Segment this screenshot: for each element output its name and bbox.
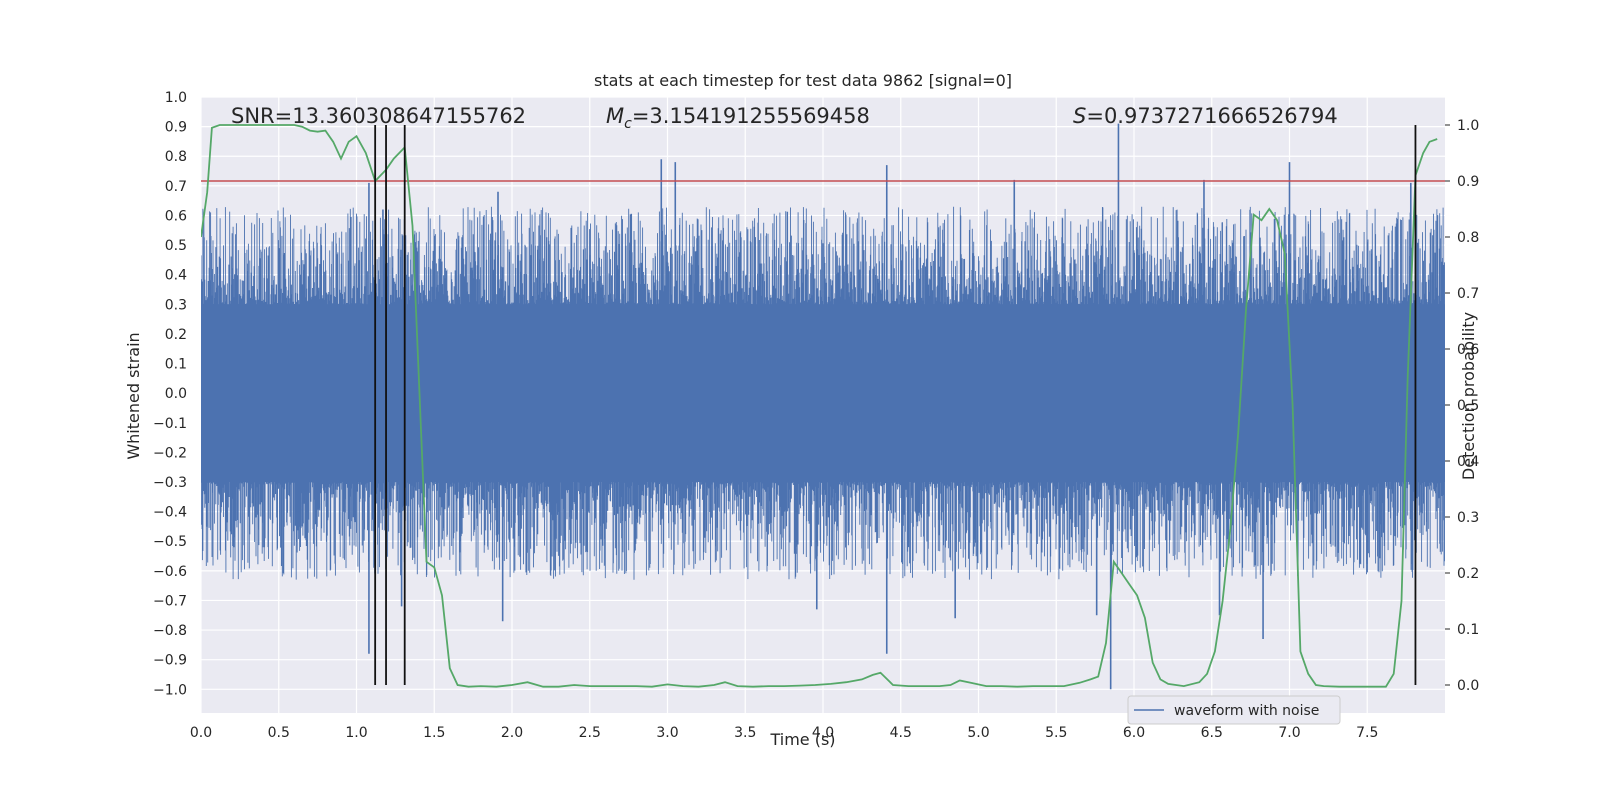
chirp-mass-annotation: Mc=3.154191255569458 <box>606 104 870 132</box>
plot-area <box>201 123 1445 690</box>
y-tick-label-right: 0.0 <box>1457 678 1479 694</box>
y-tick-label-right: 0.4 <box>1457 454 1479 470</box>
x-tick-label: 3.5 <box>734 725 756 741</box>
y-tick-label-left: 0.0 <box>165 386 187 402</box>
chirp-mass-value: =3.154191255569458 <box>632 104 870 128</box>
strain-lines <box>201 123 1445 690</box>
x-tick-label: 4.5 <box>890 725 912 741</box>
y-tick-label-left: 0.8 <box>165 149 187 165</box>
probability-layer <box>201 124 1445 688</box>
y-axis-title-right: Detection probability <box>1459 312 1478 480</box>
y-tick-label-left: 0.4 <box>165 268 187 284</box>
x-ticks: 0.0 0.5 1.0 1.5 2.0 2.5 3.0 3.5 4.0 4.5 5.0 5.5 6.0 6… <box>190 725 1379 741</box>
x-tick-label: 5.5 <box>1045 725 1067 741</box>
legend-box <box>1127 695 1341 725</box>
y-tick-label-left: −0.8 <box>153 623 187 639</box>
y-tick-label-right: 0.7 <box>1457 286 1479 302</box>
vertical-markers <box>374 125 1417 685</box>
y-tick-label-left: 0.5 <box>165 238 187 254</box>
x-tick-label: 6.5 <box>1201 725 1223 741</box>
y-tick-label-left: 0.2 <box>165 327 187 343</box>
x-tick-label: 5.0 <box>967 725 989 741</box>
chart-title: stats at each timestep for test data 986… <box>594 71 1012 90</box>
x-tick-label: 7.5 <box>1356 725 1378 741</box>
y-tick-label-left: 0.9 <box>165 120 187 136</box>
x-tick-label: 2.5 <box>579 725 601 741</box>
x-tick-label: 1.5 <box>423 725 445 741</box>
x-tick-label: 7.0 <box>1278 725 1300 741</box>
score-annotation: S=0.9737271666526794 <box>1073 104 1338 128</box>
right-y-ticks: 1.0 0.9 0.8 0.7 0.6 0.5 0.4 0.3 0.2 0.1 0.0 <box>1445 118 1479 694</box>
y-tick-label-right: 0.5 <box>1457 398 1479 414</box>
y-axis-title-left: Whitened strain <box>124 332 143 459</box>
y-tick-label-left: 0.1 <box>165 357 187 373</box>
y-tick-label-left: −0.2 <box>153 445 187 461</box>
x-tick-label: 4.0 <box>812 725 834 741</box>
x-axis-title: Time (s) <box>769 730 835 749</box>
x-tick-label: 0.5 <box>268 725 290 741</box>
x-tick-label: 1.0 <box>345 725 367 741</box>
y-tick-label-right: 0.8 <box>1457 230 1479 246</box>
y-tick-label-left: 0.6 <box>165 208 187 224</box>
y-tick-label-right: 1.0 <box>1457 118 1479 134</box>
waveform-noise <box>201 206 1445 580</box>
y-tick-label-left: −0.4 <box>153 505 187 521</box>
left-y-ticks: 1.0 0.9 0.8 0.7 0.6 0.5 0.4 0.3 0.2 0.1 0.0 −0.1 −0.… <box>153 90 187 698</box>
chirp-mass-symbol: M <box>606 104 624 128</box>
y-tick-label-right: 0.1 <box>1457 622 1479 638</box>
y-tick-label-right: 0.2 <box>1457 566 1479 582</box>
y-tick-label-right: 0.9 <box>1457 174 1479 190</box>
y-tick-label-left: 1.0 <box>165 90 187 106</box>
x-tick-label: 0.0 <box>190 725 212 741</box>
y-tick-label-left: −0.1 <box>153 416 187 432</box>
y-tick-label-left: 0.3 <box>165 297 187 313</box>
score-symbol: S <box>1073 104 1086 128</box>
score-value: =0.9737271666526794 <box>1086 104 1337 128</box>
chirp-mass-subscript: c <box>624 116 632 132</box>
probability-line <box>201 124 1438 688</box>
y-tick-label-left: 0.7 <box>165 179 187 195</box>
x-tick-label: 6.0 <box>1123 725 1145 741</box>
y-tick-label-left: −0.9 <box>153 653 187 669</box>
legend-label-waveform: waveform with noise <box>1174 703 1319 719</box>
y-tick-label-left: −0.7 <box>153 593 187 609</box>
x-tick-label: 3.0 <box>656 725 678 741</box>
y-tick-label-left: −0.6 <box>153 564 187 580</box>
legend: waveform with noise <box>1127 695 1341 725</box>
y-tick-label-right: 0.6 <box>1457 342 1479 358</box>
y-tick-label-left: −0.3 <box>153 475 187 491</box>
x-tick-label: 2.0 <box>501 725 523 741</box>
y-tick-label-left: −1.0 <box>153 682 187 698</box>
snr-annotation: SNR=13.360308647155762 <box>231 104 526 128</box>
y-tick-label-left: −0.5 <box>153 534 187 550</box>
y-tick-label-right: 0.3 <box>1457 510 1479 526</box>
